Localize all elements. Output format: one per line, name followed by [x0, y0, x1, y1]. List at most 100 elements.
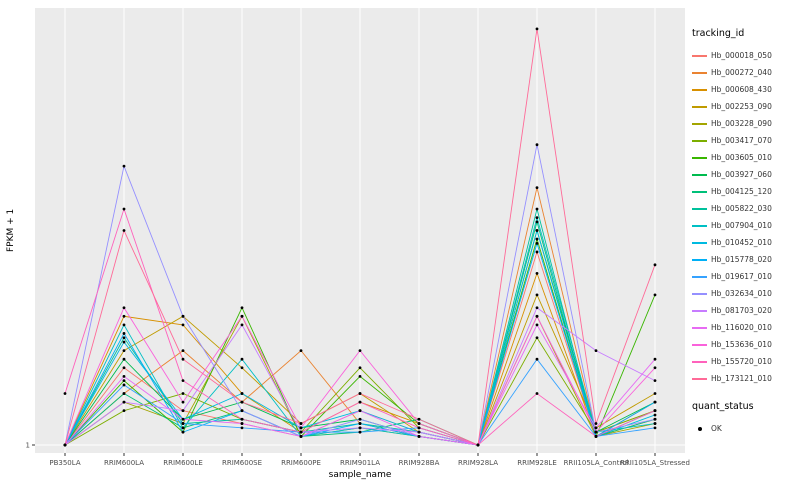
data-point — [653, 409, 657, 413]
data-point — [535, 186, 539, 190]
data-point — [122, 340, 126, 344]
data-point — [122, 207, 126, 211]
data-point — [653, 293, 657, 297]
data-point — [299, 435, 303, 438]
legend-section-quant-status: quant_status OK — [692, 401, 798, 437]
legend-label: Hb_003228_090 — [711, 119, 772, 128]
x-tick-label: RRIM928BA — [399, 459, 440, 467]
data-point — [181, 323, 185, 327]
data-point — [240, 357, 244, 361]
legend-item-Hb_015778_020: Hb_015778_020 — [692, 251, 798, 268]
data-point — [63, 392, 67, 395]
data-point — [122, 357, 126, 361]
legend-line-swatch — [692, 105, 707, 108]
legend-line-swatch — [692, 190, 707, 193]
data-point — [653, 357, 657, 361]
data-point — [240, 323, 244, 327]
data-point — [358, 430, 362, 434]
legend-label: Hb_015778_020 — [711, 255, 772, 264]
legend-label-ok: OK — [711, 424, 722, 433]
data-point — [535, 237, 539, 241]
legend-line-swatch — [692, 309, 707, 312]
data-point — [299, 430, 303, 434]
legend-label: Hb_173121_010 — [711, 374, 772, 383]
data-point — [240, 426, 244, 430]
data-point — [240, 409, 244, 413]
legend-line-swatch — [692, 156, 707, 159]
x-tick-label: RRIM928LE — [517, 459, 557, 467]
data-point — [358, 349, 362, 353]
legend-item-Hb_003228_090: Hb_003228_090 — [692, 115, 798, 132]
legend-item-Hb_081703_020: Hb_081703_020 — [692, 302, 798, 319]
data-point — [594, 422, 598, 425]
data-point — [594, 349, 598, 353]
x-tick-label: RRII105LA_Stressed — [620, 459, 690, 467]
data-point — [122, 366, 126, 370]
x-tick-label: RRIM600LE — [163, 459, 203, 467]
data-point — [63, 443, 67, 447]
legend-item-Hb_000608_430: Hb_000608_430 — [692, 81, 798, 98]
data-point — [535, 306, 539, 310]
data-point — [122, 349, 126, 353]
data-point — [653, 392, 657, 395]
legend-label: Hb_019617_010 — [711, 272, 772, 281]
data-point — [653, 263, 657, 267]
legend-item-Hb_003417_070: Hb_003417_070 — [692, 132, 798, 149]
data-point — [299, 349, 303, 353]
data-point — [299, 426, 303, 430]
data-point — [181, 422, 185, 425]
data-point — [535, 143, 539, 147]
legend-line-swatch — [692, 224, 707, 227]
data-point — [358, 417, 362, 421]
data-point — [299, 422, 303, 425]
data-point — [535, 323, 539, 327]
legend-item-Hb_007904_010: Hb_007904_010 — [692, 217, 798, 234]
legend-label: Hb_116020_010 — [711, 323, 772, 332]
legend-label: Hb_003927_060 — [711, 170, 772, 179]
data-point — [240, 400, 244, 404]
legend-line-swatch — [692, 343, 707, 346]
legend-line-swatch — [692, 275, 707, 278]
data-point — [535, 357, 539, 361]
legend-line-swatch — [692, 360, 707, 363]
data-point — [535, 392, 539, 395]
legend-item-Hb_000018_050: Hb_000018_050 — [692, 47, 798, 64]
legend-line-swatch — [692, 326, 707, 329]
x-tick-label: RRII105LA_Control — [564, 459, 629, 467]
data-point — [594, 430, 598, 434]
x-tick-label: PB350LA — [49, 459, 80, 467]
data-point — [240, 314, 244, 318]
legend-label: Hb_155720_010 — [711, 357, 772, 366]
data-point — [653, 417, 657, 421]
legend-item-Hb_116020_010: Hb_116020_010 — [692, 319, 798, 336]
legend-line-swatch — [692, 71, 707, 74]
data-point — [181, 314, 185, 318]
legend-title-quant-status: quant_status — [692, 401, 754, 412]
legend-label: Hb_005822_030 — [711, 204, 772, 213]
data-point — [240, 392, 244, 395]
legend-label: Hb_003417_070 — [711, 136, 772, 145]
legend-label: Hb_000018_050 — [711, 51, 772, 60]
legend-label: Hb_002253_090 — [711, 102, 772, 111]
data-point — [535, 207, 539, 211]
legend-label: Hb_032634_010 — [711, 289, 772, 298]
data-point — [535, 250, 539, 254]
legend-label: Hb_003605_010 — [711, 153, 772, 162]
legend-line-swatch — [692, 207, 707, 210]
data-point — [181, 417, 185, 421]
legend-item-Hb_032634_010: Hb_032634_010 — [692, 285, 798, 302]
legend-line-swatch — [692, 173, 707, 176]
legend-items-list: Hb_000018_050 Hb_000272_040 Hb_000608_430 H… — [692, 47, 798, 387]
data-point — [535, 293, 539, 297]
data-point — [594, 435, 598, 438]
data-point — [653, 426, 657, 430]
legend-line-swatch — [692, 377, 707, 380]
legend-panel: tracking_id Hb_000018_050 Hb_000272_040 Hb… — [692, 28, 798, 437]
data-point — [535, 336, 539, 340]
data-point — [181, 409, 185, 413]
data-point — [122, 306, 126, 310]
data-point — [122, 332, 126, 335]
data-point — [653, 379, 657, 383]
y-axis-title: FPKM + 1 — [6, 208, 16, 253]
